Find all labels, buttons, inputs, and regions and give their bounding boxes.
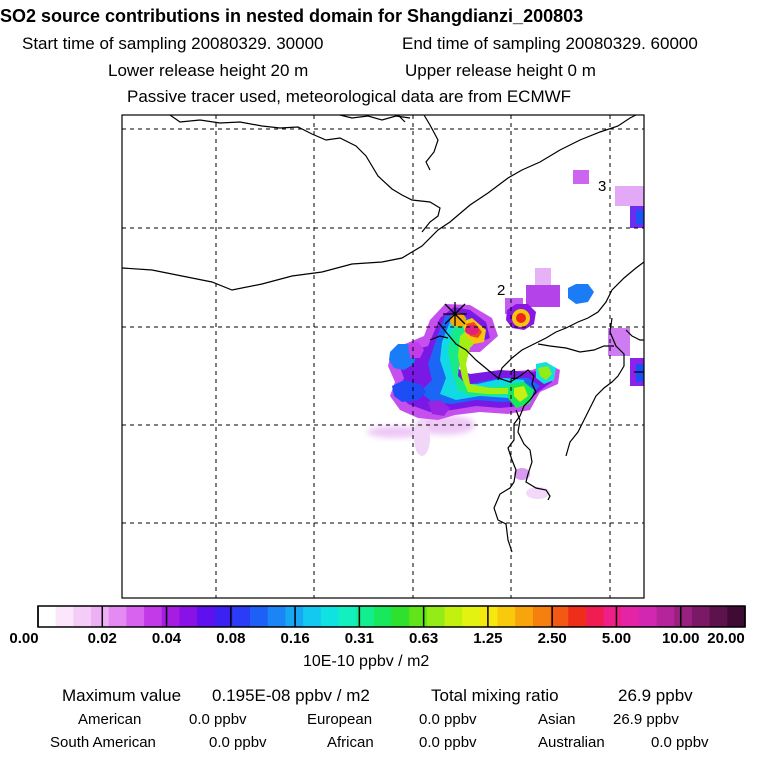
site-label-3: 3 xyxy=(598,178,606,195)
colorbar-cell xyxy=(497,606,516,627)
colorbar-cell xyxy=(338,606,357,627)
max-value-label: Maximum value xyxy=(62,686,182,705)
colorbar-cell xyxy=(444,606,463,627)
colorbar-cells xyxy=(37,606,746,627)
colorbar-cell xyxy=(674,606,693,627)
chart-title: SO2 source contributions in nested domai… xyxy=(0,6,584,26)
max-value: 0.195E-08 ppbv / m2 xyxy=(212,686,370,705)
colorbar-tick-label: 0.02 xyxy=(87,630,117,647)
colorbar-cell xyxy=(161,606,180,627)
region-african-label: African xyxy=(327,734,374,751)
colorbar-cell xyxy=(38,606,57,627)
region-australian-value: 0.0 ppbv xyxy=(651,734,709,751)
colorbar-cell xyxy=(727,606,746,627)
region-european-label: European xyxy=(307,711,373,728)
colorbar-tick-label: 20.00 xyxy=(707,630,745,647)
colorbar-cell xyxy=(409,606,428,627)
colorbar-tick-label: 1.25 xyxy=(473,630,503,647)
colorbar-cell xyxy=(656,606,675,627)
colorbar-cell xyxy=(550,606,569,627)
colorbar-cell xyxy=(603,606,622,627)
colorbar-cell xyxy=(179,606,198,627)
colorbar-cell xyxy=(691,606,711,627)
colorbar-cell xyxy=(197,606,216,627)
total-mixing-label: Total mixing ratio xyxy=(431,686,559,705)
colorbar-cell xyxy=(356,606,375,627)
coastlines xyxy=(122,115,644,553)
colorbar-cell xyxy=(462,606,481,627)
colorbar-cell xyxy=(267,606,286,627)
total-mixing-value: 26.9 ppbv xyxy=(618,686,693,705)
colorbar-tick-label: 0.00 xyxy=(9,630,39,647)
lower-release-height: Lower release height 20 m xyxy=(108,61,309,80)
colorbar-cell xyxy=(232,606,251,627)
colorbar-tick-label: 0.04 xyxy=(151,630,182,647)
colorbar-cell xyxy=(320,606,339,627)
colorbar-cell xyxy=(479,606,498,627)
colorbar-tick-label: 10.00 xyxy=(661,630,700,647)
lat-lon-grid xyxy=(122,115,644,598)
colorbar-cell xyxy=(638,606,658,627)
station-marker-icon xyxy=(443,302,467,326)
colorbar-cell xyxy=(91,606,110,627)
colorbar-cell xyxy=(391,606,410,627)
site-label-2: 2 xyxy=(497,282,505,299)
region-american-label: American xyxy=(78,711,142,728)
start-time: Start time of sampling 20080329. 30000 xyxy=(22,34,324,53)
end-time: End time of sampling 20080329. 60000 xyxy=(402,34,698,53)
colorbar-cell xyxy=(568,606,587,627)
region-african-value: 0.0 ppbv xyxy=(419,734,477,751)
colorbar-tick-label: 5.00 xyxy=(601,630,632,647)
colorbar-cell xyxy=(73,606,92,627)
colorbar-tick-label: 0.16 xyxy=(280,630,310,647)
colorbar-cell xyxy=(373,606,392,627)
upper-release-height: Upper release height 0 m xyxy=(405,61,596,80)
map-frame xyxy=(121,114,645,599)
colorbar-cell xyxy=(585,606,604,627)
colorbar-cell xyxy=(108,606,127,627)
region-asian-value: 26.9 ppbv xyxy=(613,711,679,728)
colorbar-tick-label: 0.08 xyxy=(216,630,246,647)
region-south-american-label: South American xyxy=(50,734,156,751)
region-south-american-value: 0.0 ppbv xyxy=(209,734,267,751)
colorbar-cell xyxy=(709,606,728,627)
colorbar-cell xyxy=(126,606,145,627)
colorbar-units: 10E-10 ppbv / m2 xyxy=(303,653,430,670)
colorbar-cell xyxy=(250,606,269,627)
region-european-value: 0.0 ppbv xyxy=(419,711,477,728)
colorbar-tick-label: 2.50 xyxy=(537,630,567,647)
colorbar-cell xyxy=(55,606,74,627)
colorbar-cell xyxy=(621,606,640,627)
tracer-note: Passive tracer used, meteorological data… xyxy=(127,87,572,106)
region-asian-label: Asian xyxy=(538,711,576,728)
region-american-value: 0.0 ppbv xyxy=(189,711,247,728)
colorbar-cell xyxy=(532,606,551,627)
region-australian-label: Australian xyxy=(538,734,605,751)
colorbar-tick-label: 0.63 xyxy=(409,630,439,647)
colorbar-tick-label: 0.31 xyxy=(344,630,374,647)
colorbar-cell xyxy=(426,606,445,627)
colorbar-cell xyxy=(144,606,163,627)
colorbar-cell xyxy=(303,606,322,627)
site-label-1: 1 xyxy=(510,366,518,383)
colorbar-cell xyxy=(214,606,233,627)
colorbar-cell xyxy=(515,606,534,627)
colorbar-frame xyxy=(37,605,746,628)
